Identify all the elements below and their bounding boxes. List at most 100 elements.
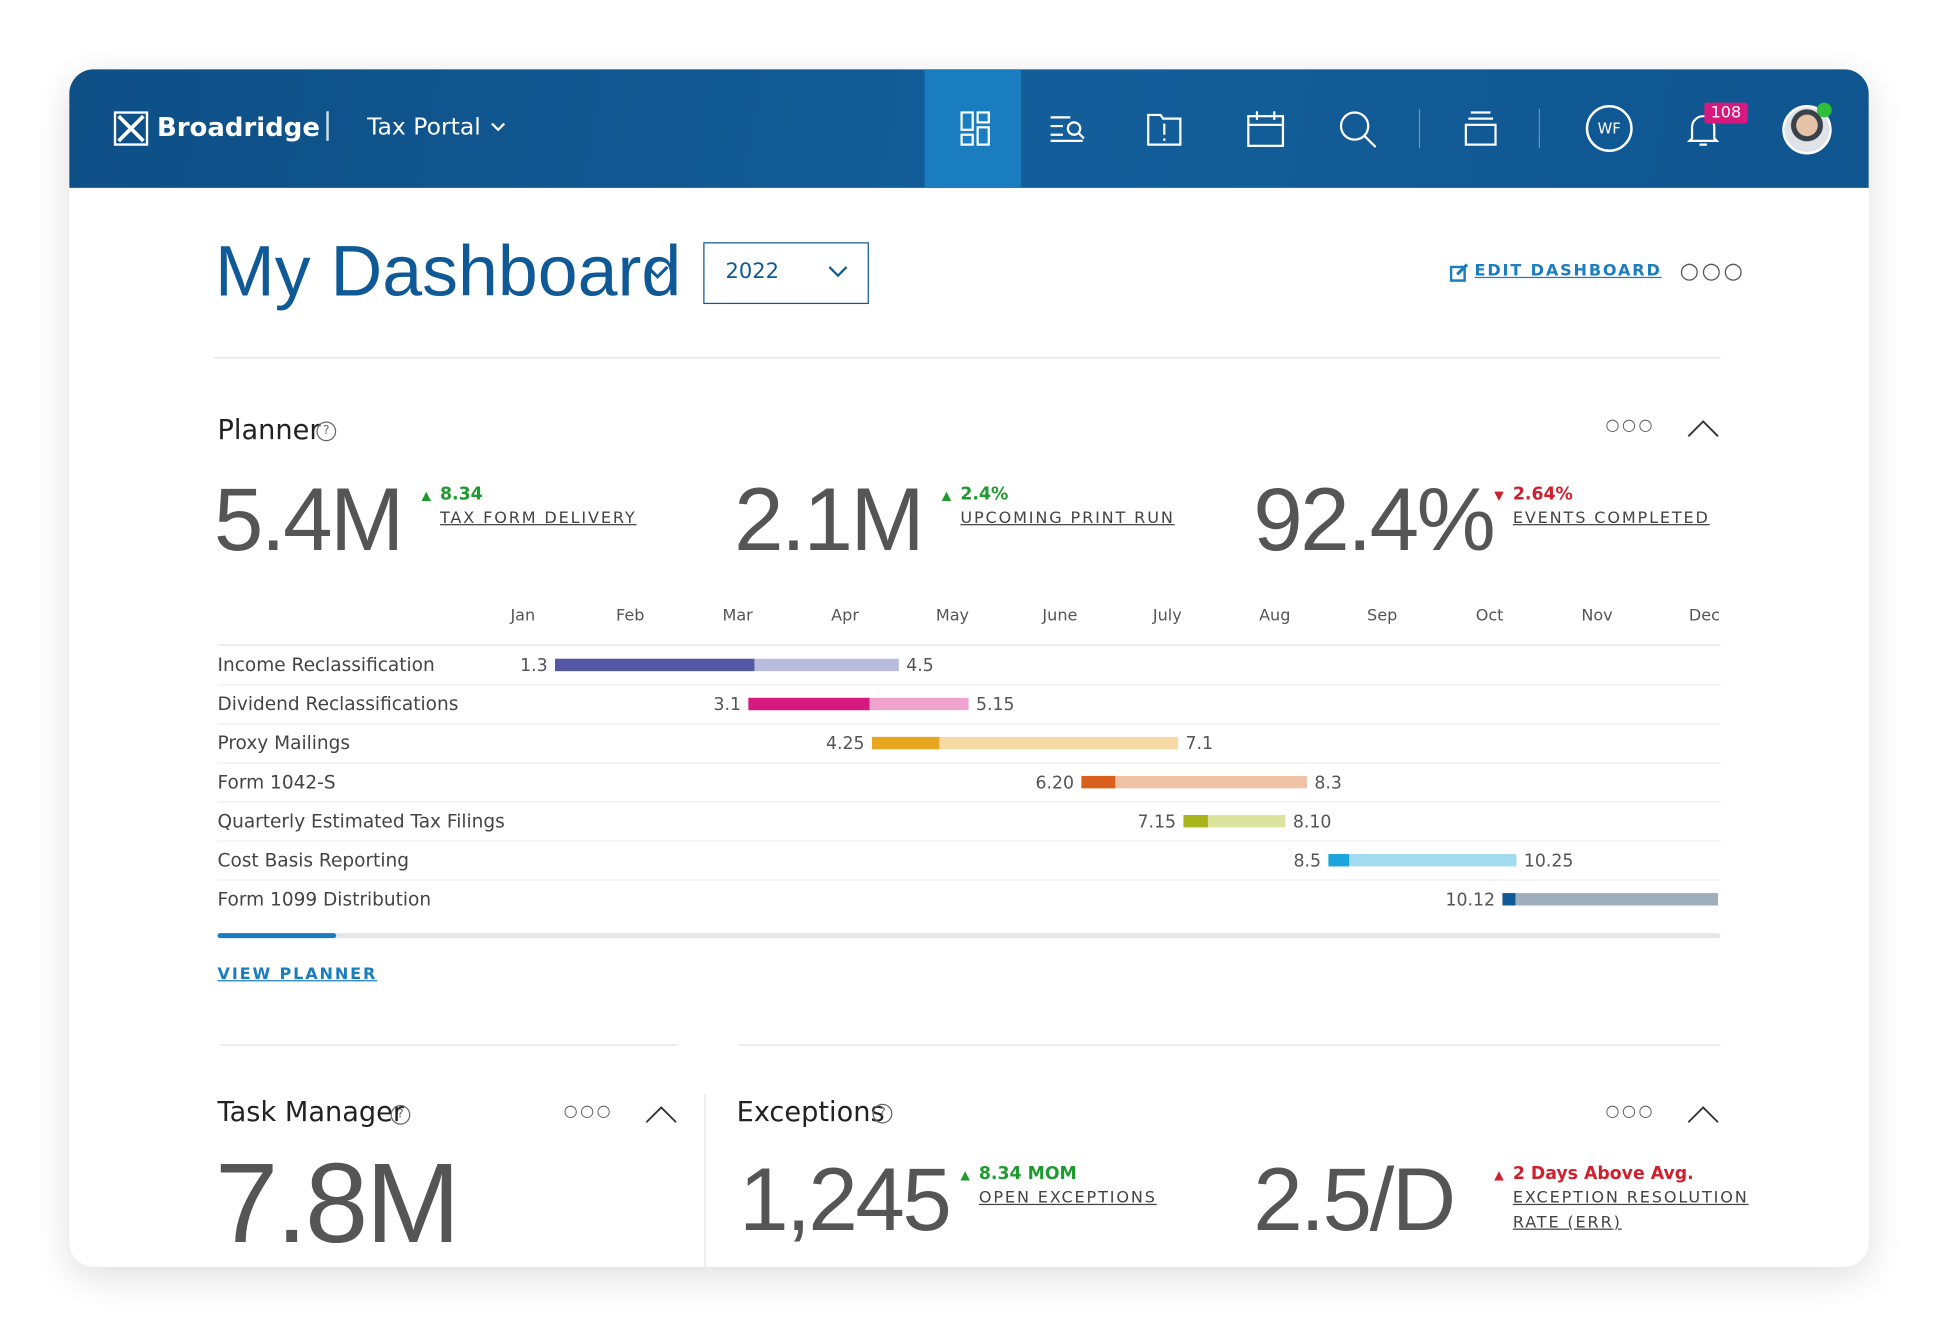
task-bar	[1183, 814, 1286, 828]
edit-dashboard[interactable]: EDIT DASHBOARD	[1474, 262, 1662, 281]
progress-bar	[1183, 814, 1208, 828]
month-label: Aug	[1259, 605, 1290, 624]
title-chevron[interactable]	[644, 263, 671, 280]
start-label: 10.12	[1446, 890, 1496, 910]
kpi-change: 2.64%	[1512, 484, 1573, 505]
kpi-change: 8.34 MOM	[978, 1164, 1077, 1185]
start-label: 7.15	[1137, 812, 1176, 832]
year: 2022	[725, 259, 779, 285]
month-label: July	[1152, 605, 1182, 624]
trend-arrow: ▲	[1494, 1169, 1504, 1183]
nav-archive[interactable]	[1463, 110, 1498, 147]
progress-bar	[1081, 775, 1116, 789]
kpi-value: 2.1M	[734, 470, 924, 570]
row-label: Cost Basis Reporting	[218, 850, 409, 871]
year-chevron	[828, 266, 848, 278]
start-label: 3.1	[713, 695, 741, 715]
section-title: Task Manager	[217, 1097, 405, 1129]
kpi-value: 92.4%	[1253, 470, 1495, 570]
help-icon[interactable]: ?	[316, 421, 337, 442]
separator	[1538, 108, 1541, 149]
collapse[interactable]	[1686, 418, 1721, 440]
progress-bar	[871, 736, 940, 750]
kpi-value: 1,245	[739, 1150, 952, 1250]
top-bar: Broadridge Tax Portal WF 108	[69, 69, 1869, 188]
nav-dashboard[interactable]	[959, 110, 991, 147]
end-label: 8.3	[1314, 773, 1342, 793]
row-label: Income Reclassification	[218, 655, 435, 676]
kpi-value: 2.5/D	[1253, 1150, 1456, 1250]
kpi-label: EVENTS COMPLETED	[1512, 509, 1710, 528]
start-label: 8.5	[1294, 851, 1322, 871]
month-label: May	[936, 605, 970, 624]
more-menu[interactable]: ○○○	[1605, 1102, 1656, 1122]
trend-arrow: ▲	[421, 489, 431, 504]
trend-arrow: ▲	[960, 1169, 970, 1183]
more-menu[interactable]: ○○○	[1605, 416, 1656, 436]
nav-search-list[interactable]	[1048, 114, 1088, 144]
scroll-thumb	[217, 933, 337, 939]
nav-calendar[interactable]	[1246, 109, 1286, 149]
app-switcher[interactable]: Tax Portal	[367, 113, 481, 141]
month-label: Sep	[1367, 605, 1397, 624]
row-label: Quarterly Estimated Tax Filings	[218, 811, 505, 832]
scroll-track	[217, 933, 1721, 939]
task-bar	[1502, 893, 1718, 906]
help-icon[interactable]: ?	[390, 1104, 411, 1125]
user-initials[interactable]: WF	[1585, 105, 1633, 153]
more-menu[interactable]: ○○○	[563, 1102, 614, 1122]
month-label: Dec	[1689, 605, 1720, 624]
kpi-value: 5.4M	[213, 470, 404, 570]
divider	[220, 1044, 679, 1046]
end-label: 10.25	[1524, 851, 1574, 871]
row-label: Form 1099 Distribution	[218, 889, 432, 910]
task-bar	[1081, 775, 1307, 789]
task-bar	[1328, 854, 1517, 867]
row-label: Form 1042-S	[218, 772, 336, 793]
progress-bar	[555, 658, 755, 672]
brand: Broadridge	[156, 112, 320, 143]
collapse[interactable]	[1686, 1104, 1721, 1126]
divider	[213, 357, 1721, 359]
month-label: Feb	[616, 605, 644, 624]
year-select[interactable]	[703, 242, 869, 305]
trend-arrow: ▼	[1494, 489, 1504, 504]
edit-icon	[1449, 263, 1469, 282]
view-planner[interactable]: VIEW PLANNER	[217, 965, 378, 984]
kpi-label: OPEN EXCEPTIONS	[978, 1189, 1157, 1208]
divider	[704, 1093, 706, 1267]
progress-bar	[1502, 893, 1516, 906]
collapse[interactable]	[644, 1104, 679, 1126]
month-label: Jan	[509, 605, 535, 624]
start-label: 4.25	[826, 734, 865, 754]
month-label: Oct	[1476, 605, 1504, 624]
month-label: Apr	[831, 605, 859, 624]
start-label: 1.3	[520, 656, 548, 676]
month-label: June	[1041, 605, 1077, 624]
kpi-label: EXCEPTION RESOLUTION RATE (ERR)	[1512, 1189, 1749, 1233]
row-label: Dividend Reclassifications	[218, 694, 459, 715]
kpi-value: 7.8M	[215, 1140, 460, 1267]
more-menu[interactable]: ○○○	[1679, 258, 1746, 285]
end-label: 7.1	[1185, 734, 1213, 754]
month-label: Mar	[723, 605, 754, 624]
help-icon[interactable]: ?	[872, 1103, 893, 1124]
chevron	[491, 122, 506, 132]
nav-alerts[interactable]	[1146, 110, 1183, 147]
kpi-change: 2.4%	[960, 484, 1009, 505]
separator	[1418, 108, 1421, 149]
task-bar	[871, 736, 1179, 750]
nav-search[interactable]	[1339, 110, 1379, 150]
dashboard-card: Broadridge Tax Portal WF 108	[69, 69, 1869, 1267]
notification-count: 108	[1704, 102, 1748, 124]
kpi-label: UPCOMING PRINT RUN	[960, 509, 1175, 528]
end-label: 4.5	[906, 656, 934, 676]
start-label: 6.20	[1035, 773, 1074, 793]
online-dot	[1816, 102, 1832, 118]
row-label: Proxy Mailings	[218, 733, 350, 754]
kpi-change: 2 Days Above Avg.	[1512, 1164, 1694, 1185]
divider	[737, 1044, 1721, 1046]
page-title: My Dashboard	[215, 231, 682, 312]
